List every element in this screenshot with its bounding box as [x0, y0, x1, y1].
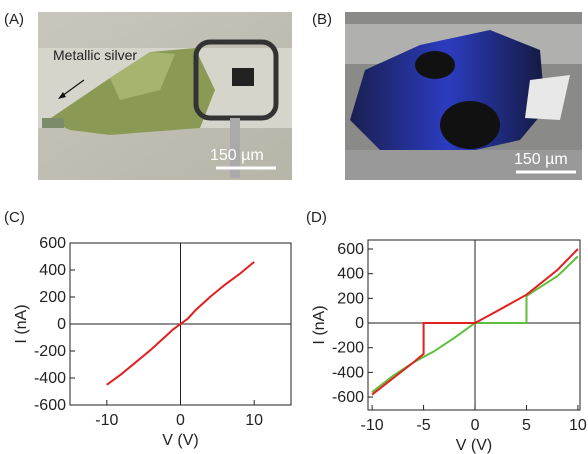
- y-tick-label: 200: [337, 290, 364, 307]
- y-tick-label: 0: [355, 315, 364, 332]
- x-tick-label: 0: [176, 412, 185, 429]
- y-tick-label: 200: [39, 289, 66, 306]
- x-tick-label: 5: [522, 417, 531, 434]
- y-tick-label: -400: [34, 370, 66, 387]
- x-tick-label: -10: [361, 417, 384, 434]
- y-tick-label: -600: [34, 397, 66, 414]
- plot-frame: [367, 239, 581, 411]
- y-tick-label: -400: [332, 364, 364, 381]
- panel-label: (B): [312, 11, 332, 28]
- micrograph-b: [345, 12, 582, 180]
- y-axis-label: I (nA): [311, 305, 328, 344]
- x-tick-label: -10: [95, 412, 118, 429]
- micrograph-a: [38, 12, 292, 180]
- x-tick-label: 10: [245, 412, 263, 429]
- y-tick-label: 400: [337, 266, 364, 283]
- x-axis-label: V (V): [456, 437, 492, 454]
- y-tick-label: 0: [57, 316, 66, 333]
- panel-label: (D): [306, 209, 327, 226]
- data-line: [371, 248, 579, 396]
- scale-bar-label: 150 µm: [514, 151, 568, 168]
- x-tick-label: -5: [416, 417, 430, 434]
- annotation: Metallic silver: [53, 47, 137, 63]
- y-axis-label: I (nA): [13, 304, 30, 343]
- data-line: [106, 261, 255, 386]
- x-tick-label: 0: [471, 417, 480, 434]
- panel-label: (C): [4, 209, 25, 226]
- y-tick-label: -600: [332, 389, 364, 406]
- y-tick-label: 600: [337, 241, 364, 258]
- y-tick-label: 400: [39, 262, 66, 279]
- y-tick-label: -200: [332, 340, 364, 357]
- scale-bar-label: 150 µm: [210, 147, 264, 164]
- x-tick-label: 10: [569, 417, 587, 434]
- x-axis-label: V (V): [162, 432, 198, 449]
- panel-label: (A): [4, 11, 24, 28]
- y-tick-label: 600: [39, 235, 66, 252]
- y-tick-label: -200: [34, 343, 66, 360]
